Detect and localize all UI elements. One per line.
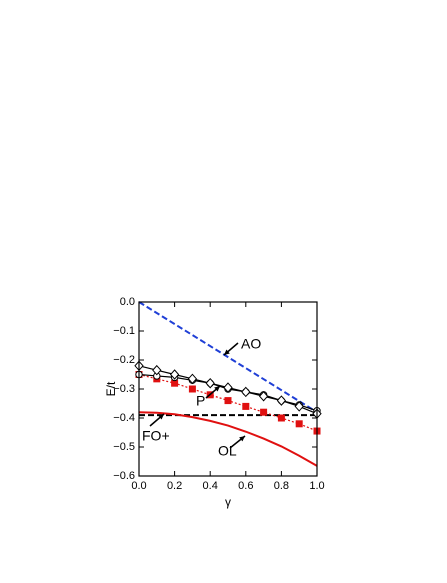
x-tick-label: 0.6 xyxy=(238,480,253,492)
marker xyxy=(169,369,180,380)
marker xyxy=(152,364,162,376)
marker xyxy=(205,377,215,389)
marker xyxy=(188,385,196,393)
arrow-head xyxy=(239,436,245,442)
annotation: P xyxy=(196,393,205,409)
y-tick-label: −0.2 xyxy=(113,354,135,366)
marker xyxy=(224,397,232,405)
annotation: AO xyxy=(241,336,261,352)
marker xyxy=(242,402,250,410)
y-tick-label: 0.0 xyxy=(120,296,135,308)
series-line xyxy=(138,301,318,414)
marker xyxy=(187,373,198,385)
arrow-head xyxy=(158,414,164,420)
plot-frame xyxy=(138,301,318,477)
arrow-head xyxy=(224,349,230,355)
marker xyxy=(294,401,304,412)
marker xyxy=(171,379,179,387)
y-tick-label: −0.1 xyxy=(113,325,135,337)
marker xyxy=(295,420,303,428)
y-axis-label: E/t xyxy=(104,381,118,396)
x-tick-label: 0.0 xyxy=(131,480,146,492)
marker xyxy=(223,382,233,393)
marker xyxy=(276,395,287,406)
marker xyxy=(241,386,251,398)
y-tick-label: −0.6 xyxy=(113,470,135,482)
y-tick-label: −0.4 xyxy=(113,412,135,424)
x-tick-label: 0.4 xyxy=(203,480,218,492)
y-tick-label: −0.3 xyxy=(113,383,135,395)
x-tick-label: 0.8 xyxy=(274,480,289,492)
x-tick-label: 1.0 xyxy=(309,480,324,492)
x-tick-label: 0.2 xyxy=(167,480,182,492)
marker xyxy=(258,390,269,402)
y-tick-label: −0.5 xyxy=(113,441,135,453)
series-line xyxy=(138,411,318,467)
arrow-head xyxy=(214,386,220,392)
marker xyxy=(260,408,268,416)
annotation: FO+ xyxy=(142,428,170,444)
x-axis-label: γ xyxy=(225,495,231,509)
marker xyxy=(277,414,285,422)
